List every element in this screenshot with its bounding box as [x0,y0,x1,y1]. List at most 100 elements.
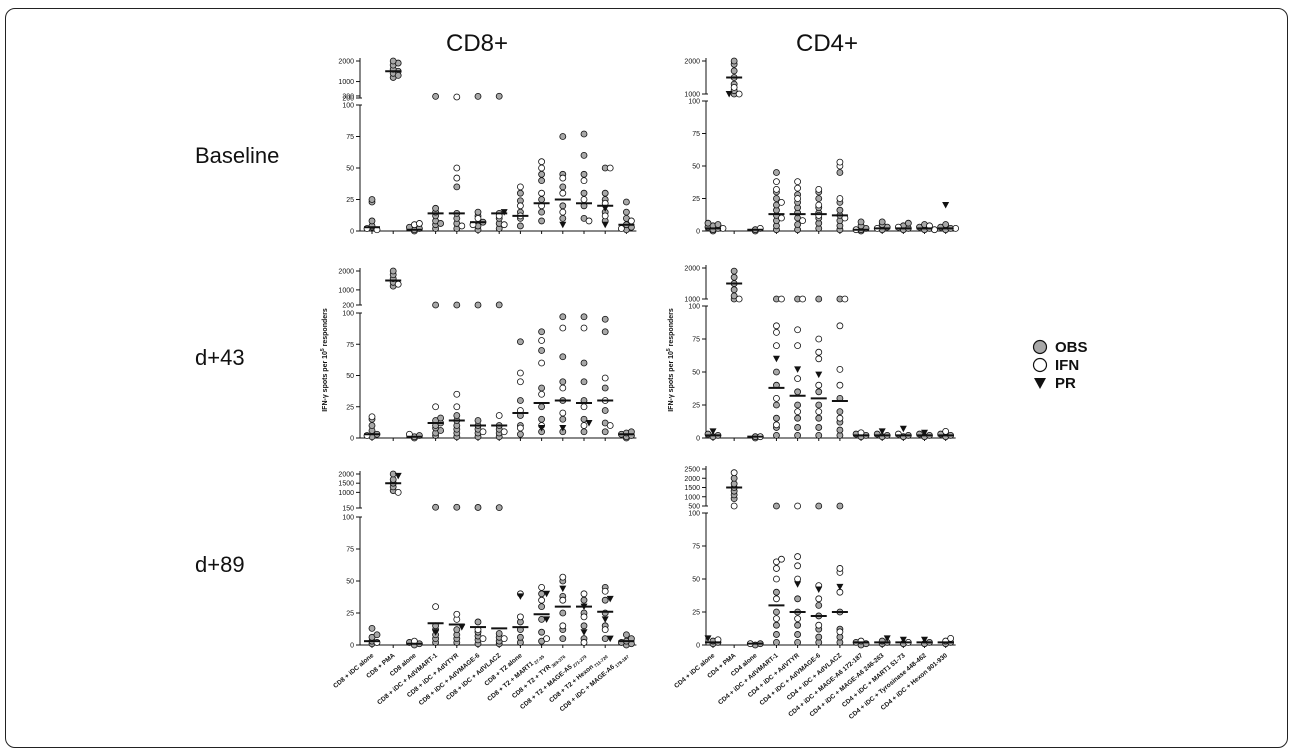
data-point-ifn [517,378,524,386]
y-tick-label: 200 [342,96,354,103]
data-point-ifn [559,384,567,392]
y-axis-title-cd4: IFN-γ spots per 105 responders [666,308,675,412]
data-point-obs [453,626,461,634]
data-point-ifn [453,164,461,172]
data-point-ifn [815,595,823,603]
data-point-ifn [773,565,780,572]
data-point-obs [538,170,545,178]
data-point-obs [815,633,823,641]
data-point-obs [517,338,524,346]
data-point-ifn [794,184,801,192]
data-point-ifn [500,635,508,642]
data-point-obs [453,412,461,419]
data-point-ifn [841,295,849,303]
data-point-obs [714,221,722,228]
y-tick-label: 1000 [338,79,354,86]
data-point-ifn [794,502,801,510]
data-point-obs [704,219,712,227]
data-point-ifn [773,322,780,330]
data-point-ifn [947,635,955,642]
data-point-pr [458,624,466,631]
y-tick-label: 75 [346,547,354,554]
data-point-obs [601,635,609,642]
data-point-obs [794,621,801,629]
data-point-ifn [773,595,780,603]
legend-circle-white-icon [1032,357,1048,373]
data-point-ifn [559,174,567,182]
data-point-ifn [836,158,844,166]
data-point-ifn [794,178,801,186]
data-point-pr [794,366,802,373]
data-point-ifn [585,217,593,225]
y-tick-label: 0 [696,436,700,443]
data-point-obs [815,424,823,431]
data-point-pr [543,590,551,598]
data-point-obs [474,301,482,309]
data-point-ifn [517,613,524,621]
data-point-obs [437,220,445,227]
y-tick-label: 25 [346,197,354,204]
data-point-obs [773,608,780,616]
data-point-obs [730,474,738,482]
y-tick-label: 500 [688,504,700,511]
data-point-ifn [773,421,780,429]
data-point-pr [899,636,907,644]
data-point-ifn [500,221,508,229]
legend-item-obs: OBS [1032,338,1088,356]
data-point-ifn [815,201,823,209]
data-point-obs [538,403,545,411]
data-point-obs [474,618,482,626]
data-point-obs [730,57,738,65]
data-point-obs [601,384,609,392]
y-tick-label: 1000 [338,490,354,497]
column-title-cd8: CD8+ [446,30,509,57]
data-point-ifn [606,422,614,429]
data-point-obs [794,388,801,396]
data-point-obs [474,504,482,511]
y-tick-label: 1000 [684,92,700,99]
data-point-obs [815,431,823,439]
data-point-pr [704,635,712,642]
data-point-ifn [794,375,801,383]
data-point-ifn [432,603,440,610]
data-point-ifn [517,424,524,432]
data-point-obs [773,631,780,638]
data-point-ifn [538,189,545,197]
data-point-obs [453,301,461,309]
data-point-pr [601,221,609,229]
data-point-obs [942,221,950,228]
data-point-obs [815,388,823,396]
data-point-ifn [453,174,461,182]
data-point-obs [580,359,588,367]
data-point-obs [794,638,801,646]
data-point-obs [559,133,567,140]
data-point-ifn [778,198,785,206]
data-point-ifn [836,565,844,572]
y-tick-label: 300 [342,93,354,100]
data-point-obs [580,130,588,138]
data-point-obs [904,219,912,227]
data-point-obs [601,328,609,336]
data-point-obs [601,315,609,323]
y-axis-title-cd8: IFN-γ spots per 105 responders [320,308,329,412]
data-point-ifn [794,575,801,583]
data-point-obs [453,183,461,191]
y-tick-label: 50 [692,370,700,377]
data-point-ifn [517,183,524,191]
y-tick-label: 100 [342,515,354,522]
data-point-ifn [815,408,823,416]
data-point-obs [538,384,545,392]
y-tick-label: 50 [346,373,354,380]
data-point-obs [878,218,886,226]
data-point-obs [580,596,588,604]
data-point-ifn [931,226,938,234]
data-point-obs [773,401,780,409]
data-point-pr [815,586,823,594]
data-point-pr [836,583,844,591]
data-point-obs [368,422,376,429]
legend-label-pr: PR [1055,374,1076,392]
data-point-obs [517,222,524,230]
